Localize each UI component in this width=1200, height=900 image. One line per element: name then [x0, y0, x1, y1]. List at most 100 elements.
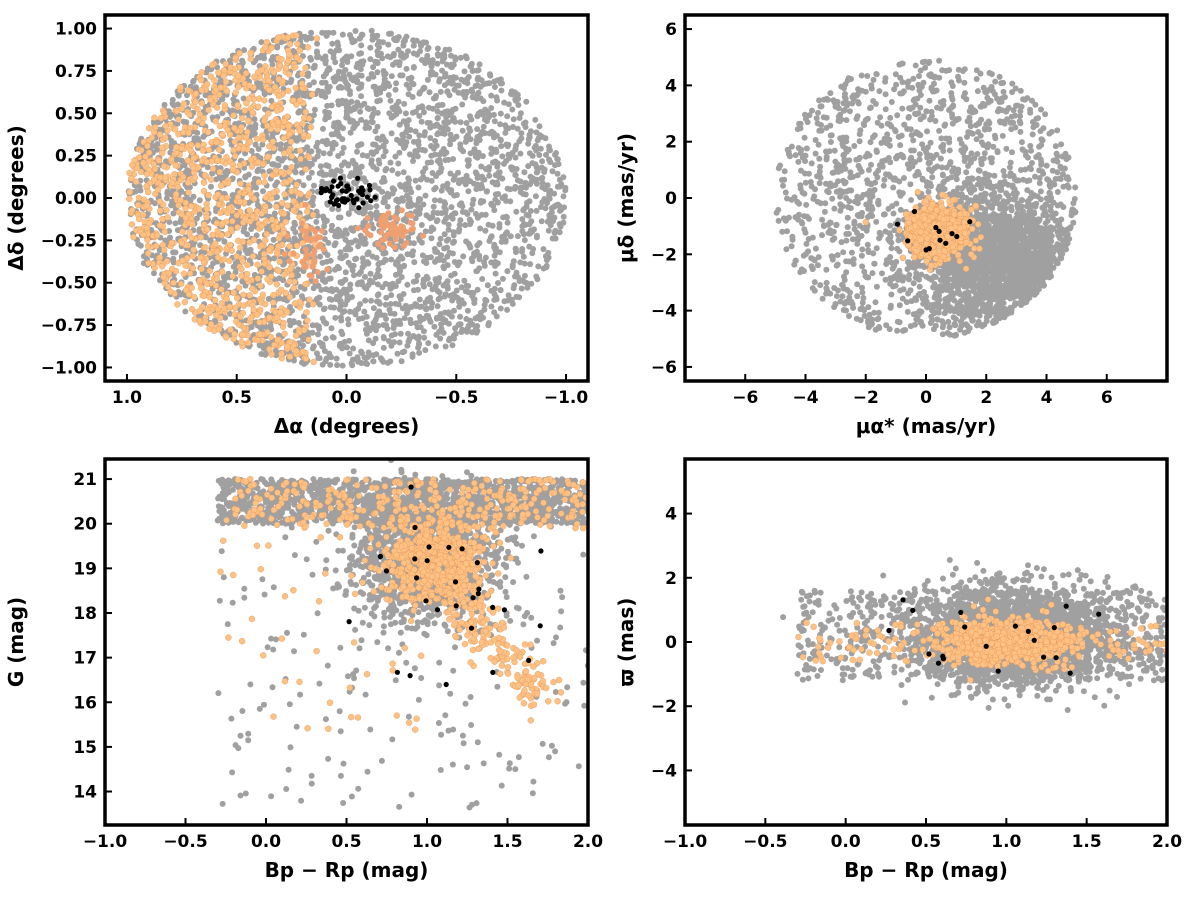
data-point — [851, 143, 858, 149]
data-point — [542, 205, 549, 212]
data-point — [140, 159, 147, 166]
data-point — [560, 174, 567, 181]
data-point — [916, 151, 923, 158]
data-point — [232, 260, 239, 266]
data-point — [371, 33, 378, 39]
data-point — [514, 233, 521, 240]
data-point — [554, 170, 561, 177]
data-point — [352, 180, 359, 186]
data-point — [309, 322, 316, 329]
data-point — [214, 157, 222, 164]
data-point — [203, 158, 211, 166]
data-point — [327, 361, 334, 368]
data-point — [315, 148, 322, 155]
data-point — [271, 210, 278, 217]
data-point — [420, 201, 427, 208]
data-point — [495, 280, 501, 286]
data-point — [497, 121, 504, 128]
data-point — [512, 97, 519, 104]
data-point — [434, 210, 441, 217]
data-point — [483, 80, 490, 87]
data-point — [374, 123, 381, 130]
data-point — [169, 96, 176, 103]
data-point — [827, 132, 834, 139]
data-point — [518, 130, 525, 137]
data-point — [221, 101, 229, 109]
data-point — [286, 258, 293, 265]
data-point — [426, 89, 433, 96]
data-point — [339, 150, 346, 156]
data-point — [227, 310, 233, 317]
data-point — [375, 144, 382, 151]
data-point — [154, 186, 162, 194]
data-point — [164, 214, 171, 221]
data-point — [912, 62, 919, 69]
data-point — [361, 354, 368, 361]
data-point — [250, 236, 258, 244]
data-point — [158, 263, 166, 270]
data-point — [281, 191, 288, 198]
data-point — [456, 298, 463, 305]
data-point — [369, 119, 376, 126]
data-point — [335, 101, 342, 108]
data-point — [357, 66, 364, 73]
data-point — [305, 336, 312, 343]
data-point — [523, 98, 530, 105]
data-point — [451, 210, 458, 217]
data-point — [478, 163, 485, 170]
data-point — [198, 100, 206, 107]
data-point — [460, 253, 467, 260]
data-point — [910, 147, 917, 154]
data-point — [439, 129, 446, 136]
data-point — [497, 287, 504, 294]
data-point — [528, 227, 534, 234]
data-point — [234, 224, 241, 231]
data-point — [306, 174, 312, 181]
data-point — [293, 181, 300, 189]
data-point — [397, 330, 404, 337]
data-point — [388, 73, 395, 80]
data-point — [275, 267, 282, 274]
data-point — [187, 202, 195, 210]
data-point — [313, 236, 320, 242]
data-point — [519, 248, 525, 255]
data-point — [273, 351, 280, 358]
data-point — [345, 321, 352, 328]
data-point — [355, 175, 361, 181]
data-point — [309, 211, 317, 219]
data-point — [327, 48, 334, 55]
data-point — [477, 225, 484, 232]
data-point — [496, 169, 503, 176]
data-point — [518, 285, 525, 292]
data-point — [333, 355, 340, 362]
data-point — [374, 98, 381, 105]
data-point — [288, 76, 295, 83]
data-point — [334, 129, 341, 136]
data-point — [393, 197, 400, 204]
data-point — [380, 153, 387, 160]
data-point — [340, 144, 347, 151]
data-point — [258, 222, 265, 230]
data-point — [240, 291, 247, 299]
data-point — [288, 188, 295, 195]
data-point — [539, 158, 546, 165]
data-point — [382, 218, 389, 225]
data-point — [158, 182, 165, 189]
data-point — [404, 310, 410, 316]
data-point — [297, 155, 304, 163]
data-point — [262, 300, 269, 308]
data-point — [370, 64, 377, 71]
data-point — [200, 133, 207, 140]
data-point — [254, 337, 261, 344]
data-point — [362, 360, 369, 367]
data-point — [217, 84, 224, 91]
data-point — [233, 212, 241, 219]
data-point — [344, 344, 350, 351]
data-point — [491, 309, 498, 316]
data-point — [367, 270, 374, 277]
data-point — [831, 147, 838, 154]
data-point — [438, 149, 445, 156]
data-point — [172, 162, 179, 169]
data-point — [469, 68, 476, 74]
